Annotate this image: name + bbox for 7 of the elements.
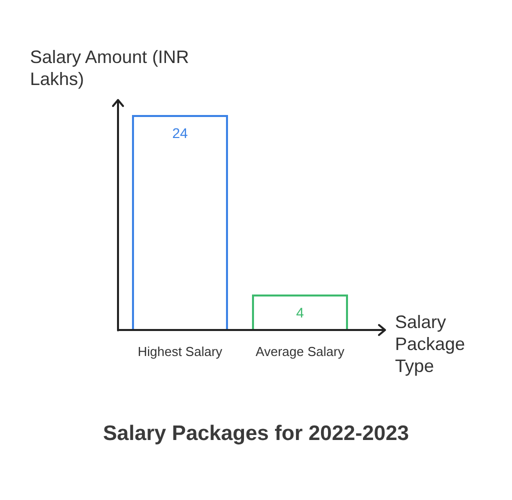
text: Salary Packages for 2022-2023 [102,422,410,446]
x-tick-label: Highest Salary [138,344,223,359]
data-label: 4 [296,304,304,320]
data-label: 24 [172,124,188,141]
x-axis-title: Salary Package Type [395,311,466,377]
x-tick-label: Average Salary [256,344,345,359]
y-axis-title: Salary Amount (INR Lakhs) [30,46,190,90]
